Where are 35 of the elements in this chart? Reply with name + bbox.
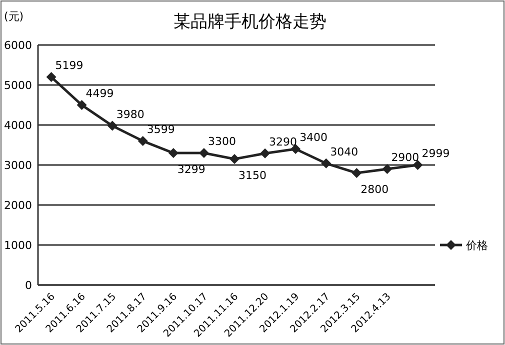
point <box>107 120 118 131</box>
data-label: 3400 <box>300 131 328 144</box>
chart-title: 某品牌手机价格走势 <box>174 12 326 32</box>
y-tick-label: 0 <box>25 279 32 292</box>
y-tick-label: 4000 <box>4 119 32 132</box>
data-label: 3150 <box>238 169 266 182</box>
data-label: 2800 <box>360 183 389 196</box>
point <box>46 72 56 82</box>
data-label: 5199 <box>55 59 84 72</box>
data-label: 3040 <box>330 145 358 158</box>
y-tick-label: 1000 <box>4 239 32 252</box>
legend-label: 价格 <box>465 239 488 252</box>
data-label: 3599 <box>146 123 175 136</box>
data-label: 4499 <box>86 87 114 100</box>
data-label: 2999 <box>422 147 450 160</box>
point <box>352 168 362 178</box>
data-label: 3300 <box>208 135 236 148</box>
point <box>260 148 270 158</box>
y-axis-title: (元) <box>4 10 24 23</box>
point <box>382 164 392 174</box>
point <box>168 148 178 158</box>
y-tick-label: 2000 <box>4 199 32 212</box>
point <box>230 154 240 164</box>
data-label: 3290 <box>269 135 298 148</box>
point <box>198 148 209 158</box>
data-label: 3980 <box>116 108 144 121</box>
y-tick-label: 3000 <box>4 159 32 172</box>
y-tick-label: 6000 <box>4 39 32 52</box>
data-label: 2900 <box>391 151 420 164</box>
point <box>412 160 423 170</box>
data-label: 3299 <box>177 163 206 176</box>
y-tick-label: 5000 <box>4 79 32 92</box>
point <box>321 158 332 168</box>
point <box>138 136 148 146</box>
point <box>76 100 87 110</box>
